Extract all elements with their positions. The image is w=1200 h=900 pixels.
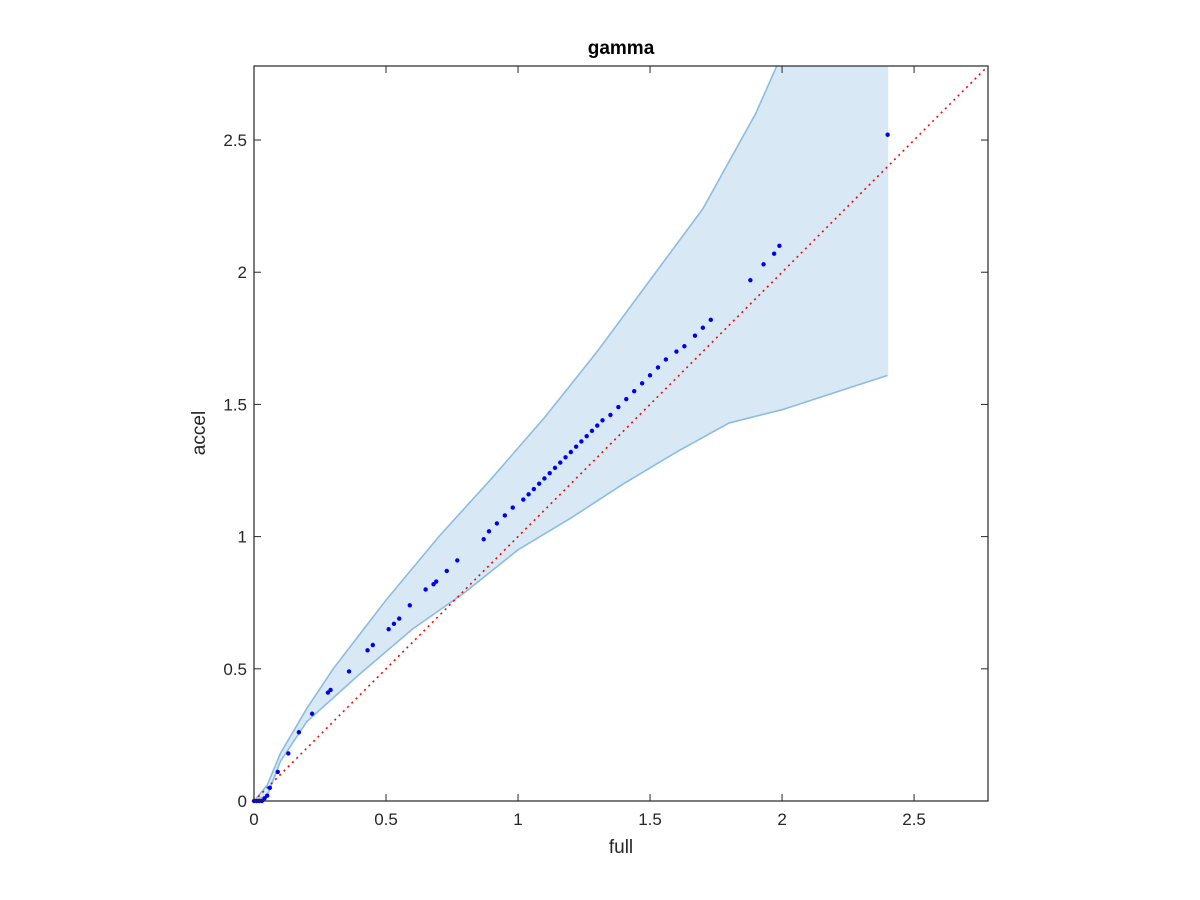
data-point bbox=[265, 793, 270, 798]
data-point bbox=[531, 486, 537, 492]
data-point bbox=[663, 357, 669, 362]
data-point bbox=[296, 730, 302, 735]
band-upper-edge bbox=[253, 65, 778, 802]
x-tick-label: 1 bbox=[513, 810, 522, 829]
data-point bbox=[455, 558, 460, 563]
data-point bbox=[579, 439, 584, 444]
axes-box bbox=[253, 65, 989, 802]
data-point bbox=[748, 277, 753, 283]
data-point bbox=[708, 317, 713, 323]
y-tick-label: 0.5 bbox=[223, 660, 247, 679]
data-point bbox=[552, 465, 558, 471]
data-point bbox=[502, 513, 508, 518]
data-point bbox=[573, 444, 579, 449]
data-point bbox=[444, 568, 449, 574]
data-point bbox=[761, 262, 766, 267]
data-point bbox=[370, 642, 376, 648]
data-point bbox=[328, 687, 333, 693]
y-tick-label: 2.5 bbox=[223, 131, 247, 150]
data-point bbox=[568, 449, 574, 455]
y-tick-label: 1.5 bbox=[223, 395, 247, 414]
data-point bbox=[589, 428, 595, 434]
data-point bbox=[275, 769, 280, 775]
data-point bbox=[486, 529, 492, 534]
plot-area bbox=[251, 65, 989, 804]
data-point bbox=[777, 243, 782, 248]
axis-ticks: 0 0.5 1 1.5 2 2.5 0 0.5 1 1.5 2 2.5 bbox=[223, 66, 988, 829]
y-tick-label: 1 bbox=[238, 528, 247, 547]
band-lower-edge bbox=[253, 374, 888, 802]
data-point bbox=[433, 579, 439, 584]
data-point bbox=[655, 365, 661, 370]
reference-line bbox=[253, 65, 989, 802]
data-point bbox=[624, 396, 629, 402]
confidence-band bbox=[254, 66, 888, 801]
y-tick-label: 2 bbox=[238, 263, 247, 282]
data-point bbox=[558, 460, 563, 465]
data-point bbox=[600, 418, 605, 423]
data-point bbox=[397, 616, 402, 621]
y-axis-label: accel bbox=[189, 411, 210, 455]
data-point bbox=[423, 587, 428, 592]
x-tick-label: 2.5 bbox=[902, 810, 926, 829]
x-tick-label: 0.5 bbox=[374, 810, 398, 829]
data-point bbox=[632, 388, 637, 394]
x-tick-label: 0 bbox=[249, 810, 258, 829]
data-point bbox=[494, 521, 500, 526]
data-point bbox=[616, 404, 621, 410]
data-point bbox=[647, 373, 653, 378]
data-point bbox=[521, 497, 526, 502]
y-tick-label: 0 bbox=[238, 792, 247, 811]
data-point bbox=[682, 344, 687, 349]
data-point bbox=[608, 412, 613, 418]
data-point bbox=[639, 381, 645, 386]
data-point bbox=[547, 470, 552, 476]
data-point bbox=[584, 433, 589, 439]
data-point bbox=[692, 333, 698, 338]
data-point bbox=[563, 455, 568, 460]
data-point bbox=[700, 325, 706, 330]
data-point bbox=[885, 132, 890, 137]
data-point bbox=[595, 423, 600, 428]
data-point bbox=[510, 505, 515, 510]
data-point bbox=[346, 669, 352, 674]
data-point bbox=[674, 349, 679, 354]
data-point bbox=[391, 621, 397, 627]
data-point bbox=[365, 648, 370, 653]
x-tick-label: 1.5 bbox=[638, 810, 662, 829]
chart-title: gamma bbox=[588, 38, 655, 59]
data-point bbox=[542, 476, 547, 481]
x-tick-label: 2 bbox=[777, 810, 786, 829]
data-point bbox=[386, 626, 391, 632]
data-point bbox=[481, 537, 486, 542]
data-point bbox=[536, 481, 542, 486]
data-point bbox=[526, 492, 531, 497]
x-axis-label: full bbox=[609, 837, 633, 858]
data-point bbox=[309, 711, 315, 716]
data-point bbox=[407, 603, 412, 608]
data-point bbox=[267, 785, 273, 790]
data-point bbox=[771, 251, 777, 256]
data-point bbox=[286, 751, 291, 756]
